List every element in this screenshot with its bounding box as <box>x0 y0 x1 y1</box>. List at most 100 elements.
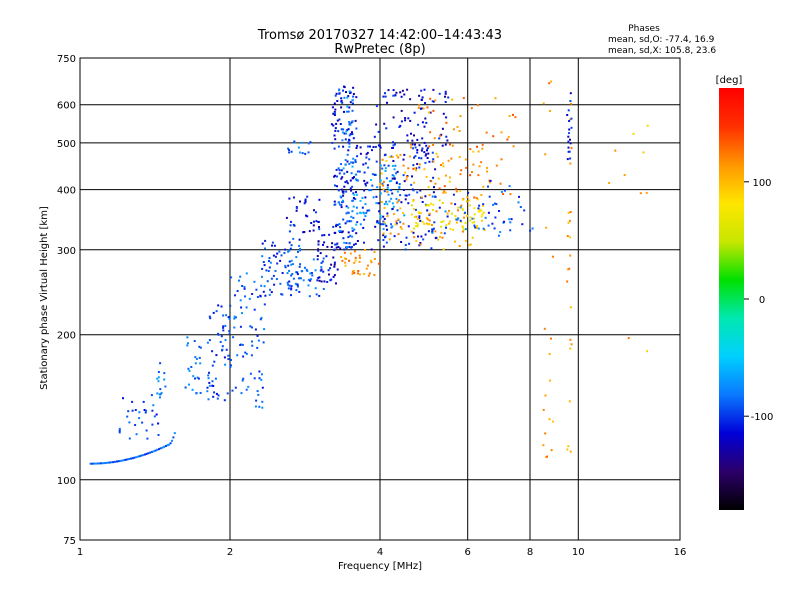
data-point <box>127 410 130 413</box>
data-point <box>424 233 427 236</box>
data-point <box>236 290 239 292</box>
data-point <box>224 339 227 342</box>
data-point <box>285 216 288 219</box>
data-point <box>429 97 432 100</box>
data-point <box>382 234 385 237</box>
data-point <box>251 340 253 343</box>
data-point <box>362 163 365 166</box>
y-tick-labels: 75 100 200 300 400 500 600 750 <box>57 54 76 547</box>
data-point <box>499 231 502 233</box>
data-point <box>325 255 328 258</box>
data-point <box>370 189 373 192</box>
data-point <box>348 246 351 248</box>
data-point <box>403 180 406 183</box>
data-point <box>446 139 449 142</box>
data-point <box>387 193 390 196</box>
data-point <box>208 315 211 318</box>
data-point <box>367 166 370 169</box>
data-point <box>422 238 425 241</box>
data-point <box>473 196 476 199</box>
data-point <box>255 399 258 402</box>
data-point <box>364 203 367 206</box>
data-point <box>487 211 490 214</box>
data-point <box>424 161 427 164</box>
data-point <box>198 356 201 359</box>
data-point <box>457 217 460 220</box>
data-point <box>382 188 385 191</box>
data-point <box>296 285 299 288</box>
data-point <box>317 243 320 246</box>
data-point <box>461 207 464 210</box>
data-point <box>458 155 461 158</box>
data-point <box>241 343 244 346</box>
data-point <box>341 259 344 262</box>
data-point <box>386 101 388 104</box>
data-point <box>441 162 444 165</box>
x-tick-labels: 1 2 4 6 8 10 16 <box>77 547 687 558</box>
data-point <box>211 350 214 353</box>
data-point <box>570 147 573 150</box>
data-point <box>317 248 320 251</box>
data-point <box>268 266 271 269</box>
data-point <box>223 356 226 359</box>
data-point <box>339 230 342 233</box>
data-point <box>345 180 348 183</box>
data-point <box>459 173 462 176</box>
data-point <box>473 213 476 216</box>
data-point <box>476 198 479 201</box>
data-point <box>349 123 352 126</box>
data-point <box>233 317 236 320</box>
data-point <box>470 107 473 110</box>
data-point <box>385 160 388 162</box>
data-point <box>333 261 336 264</box>
data-point <box>371 184 374 187</box>
data-point <box>351 272 354 275</box>
data-point <box>262 341 265 344</box>
data-point <box>281 272 284 274</box>
data-point <box>344 138 347 141</box>
data-point <box>450 202 453 205</box>
data-point <box>261 275 263 278</box>
data-point <box>420 157 423 160</box>
data-point <box>567 150 570 153</box>
data-point <box>317 249 320 252</box>
data-point <box>338 118 341 121</box>
data-point <box>432 144 434 146</box>
data-point <box>261 373 263 376</box>
data-point <box>347 246 350 248</box>
data-point <box>452 193 455 196</box>
data-point <box>222 326 225 329</box>
data-point <box>462 228 465 231</box>
data-point <box>293 224 296 227</box>
data-point <box>371 173 374 176</box>
data-point <box>344 222 347 225</box>
data-point <box>395 222 398 225</box>
data-point <box>426 222 428 225</box>
data-point <box>289 224 292 227</box>
data-point <box>369 145 371 148</box>
data-point <box>264 239 267 242</box>
data-point <box>115 460 118 463</box>
data-point <box>432 100 435 103</box>
data-point <box>355 96 358 99</box>
data-point <box>351 235 354 238</box>
data-point <box>375 123 378 126</box>
data-point <box>247 385 250 388</box>
colorbar-tick-label: 0 <box>759 295 765 306</box>
data-point <box>333 114 336 116</box>
data-point <box>395 154 398 157</box>
data-point <box>351 133 354 136</box>
data-point <box>459 219 462 222</box>
data-point <box>251 326 253 329</box>
data-point <box>230 276 233 279</box>
data-point <box>424 195 427 198</box>
data-point <box>347 141 350 144</box>
data-point <box>212 395 215 398</box>
data-point <box>492 203 494 206</box>
data-point <box>316 279 319 282</box>
data-point <box>338 172 341 175</box>
data-point <box>404 171 407 174</box>
data-point <box>442 248 445 251</box>
data-point <box>404 244 407 246</box>
data-point <box>334 108 337 111</box>
